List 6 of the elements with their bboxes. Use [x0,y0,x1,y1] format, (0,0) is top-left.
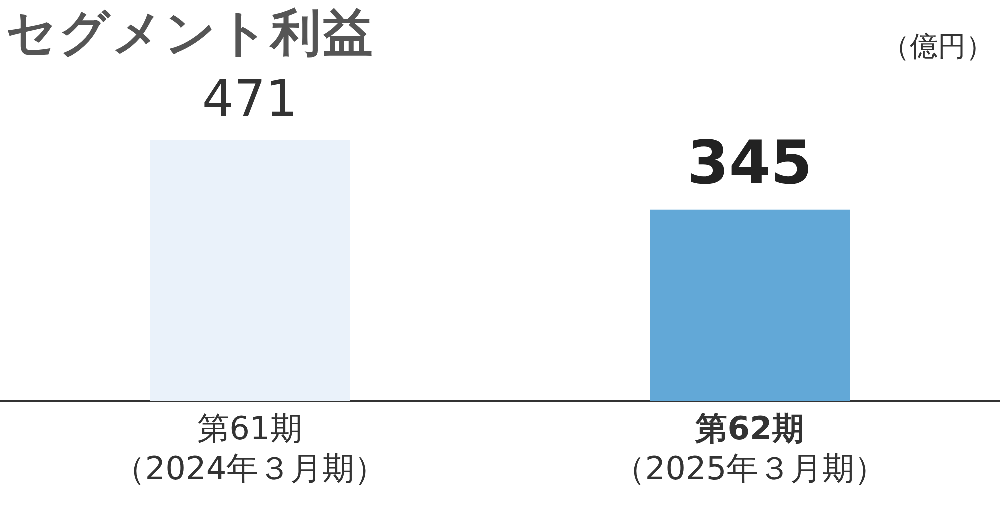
text: （億円） [882,29,994,65]
x-tick-label: 第61期（2024年３月期） [113,409,387,488]
x-tick-label: 第62期（2025年３月期） [613,409,887,488]
chart-title: セグメント利益 [6,3,375,64]
data-label: 345 [687,128,813,198]
data-label: 471 [202,70,298,128]
